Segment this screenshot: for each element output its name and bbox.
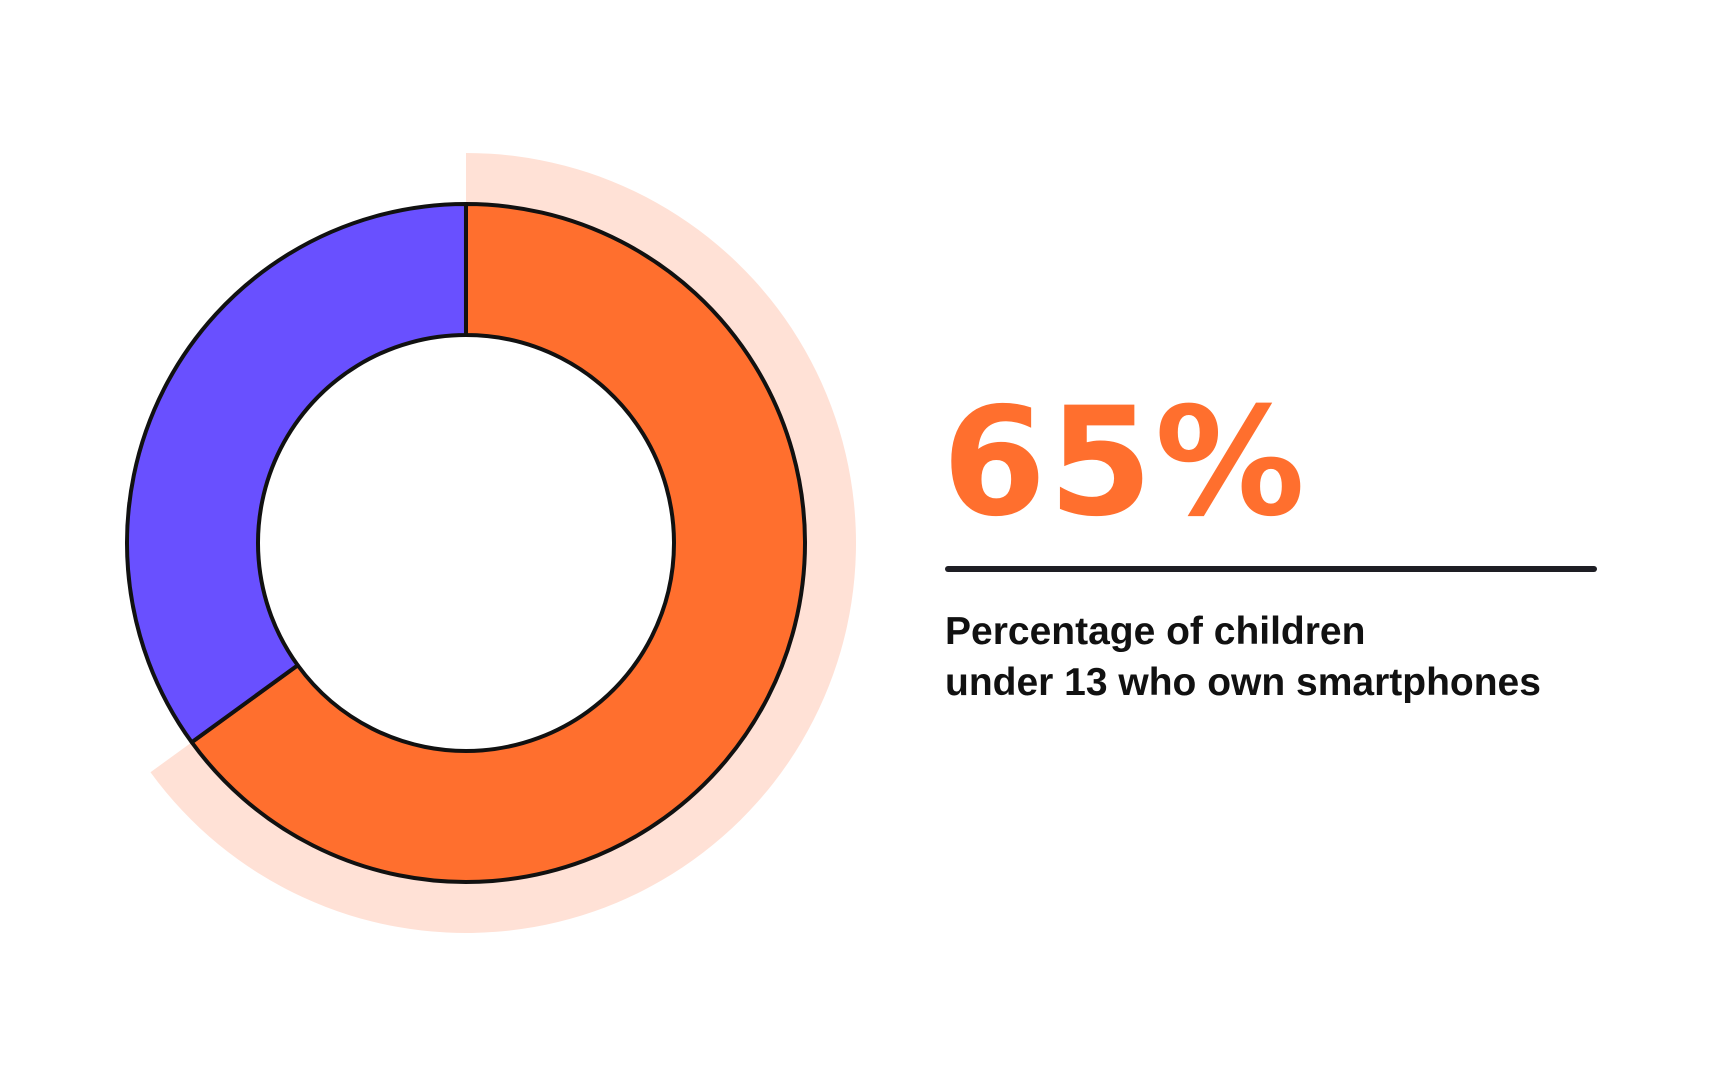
stat-caption: Percentage of children under 13 who own … <box>945 606 1541 708</box>
slice-own-smartphones <box>189 202 807 884</box>
caption-line-2: under 13 who own smartphones <box>945 661 1541 704</box>
divider <box>945 566 1597 572</box>
caption-line-1: Percentage of children <box>945 610 1366 653</box>
slice-do-not-own <box>125 202 468 745</box>
stat-value: 65% <box>942 376 1308 550</box>
